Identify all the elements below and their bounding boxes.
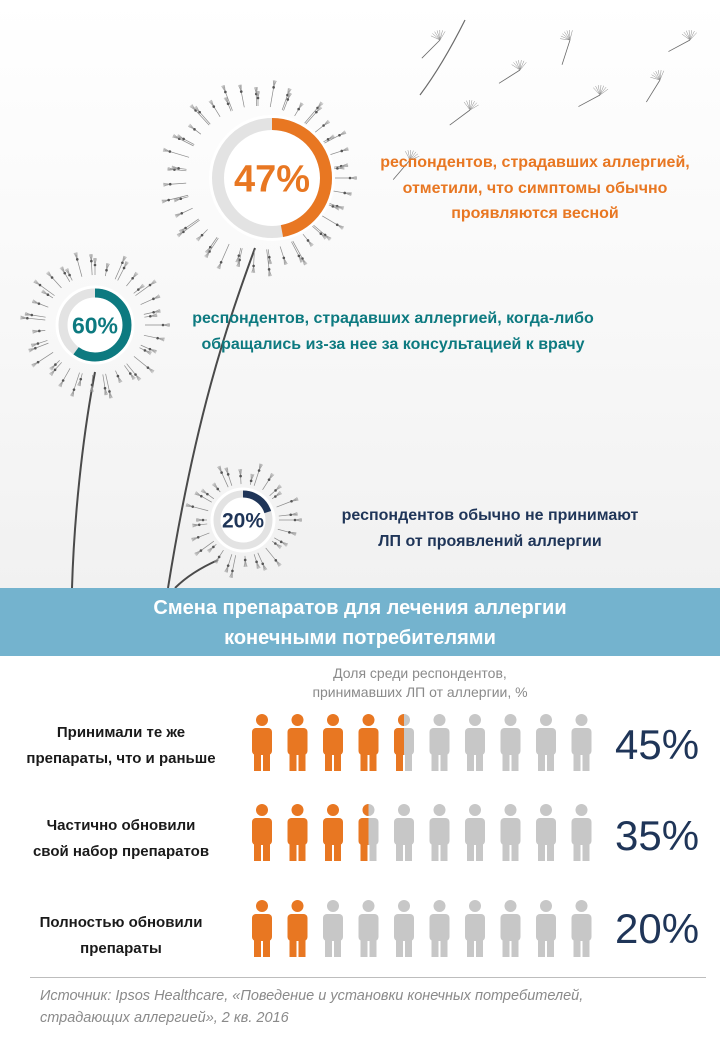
flying-seed-7 [392,150,420,180]
dandelion-illustration: 47% 60% 20% [20,19,697,588]
flying-seed-8 [560,29,573,65]
chart-subtitle-line-2: принимавших ЛП от аллергии, % [312,684,528,700]
seed-head-medium [20,252,170,399]
stem-medium [71,371,96,588]
stem-large [167,247,256,588]
donut-47: 47% [209,115,335,241]
donut-60-label: 60% [72,312,118,338]
row-label-2-line-2: свой набор препаратов [32,843,210,860]
stat-47-line-3: проявляются весной [451,205,619,223]
person-icon [287,804,308,861]
person-icon [429,714,450,771]
section-title-band: Смена препаратов для лечения аллергии ко… [0,588,720,656]
source-line-1: Источник: Ipsos Healthcare, «Поведение и… [40,988,584,1004]
person-icon [394,714,414,771]
person-icon [429,900,450,957]
row-label-1: Принимали те же препараты, что и раньше [6,720,236,772]
stat-47-line-1: респондентов, страдавших аллергией, [380,154,690,171]
person-icon [536,714,556,771]
person-icon [571,804,592,861]
divider [30,977,706,978]
person-icon [465,804,485,861]
person-icon [287,900,308,957]
donut-47-arc [212,118,332,238]
person-icon [536,804,556,861]
floating-stem [419,19,466,96]
person-icon [500,804,521,861]
person-icon [394,900,414,957]
stem-small [174,559,219,588]
donut-47-label: 47% [234,159,310,201]
source-note: Источник: Ipsos Healthcare, «Поведение и… [40,985,700,1029]
dandelion-area: 47% 60% 20% респондентов, страдавших аллер… [0,0,720,588]
section-title-line-1: Смена препаратов для лечения аллергии [153,597,567,619]
person-icon [252,714,272,771]
seed-head-small [185,463,302,578]
pictogram-row-2 [252,804,592,861]
flying-seed-4 [645,70,665,103]
person-icon [571,900,592,957]
person-icon [358,804,379,861]
stat-60-line-2: обращались из-за нее за консультацией к … [201,335,585,353]
row-label-3: Полностью обновили препараты [6,910,236,962]
stat-20-text: респондентов обычно не принимают ЛП от п… [300,503,680,554]
person-icon [465,714,485,771]
row-label-1-line-2: препараты, что и раньше [26,750,216,767]
donut-20: 20% [210,487,276,553]
flying-seed-6 [449,100,479,126]
chart-subtitle: Доля среди респондентов, принимавших ЛП … [250,664,590,702]
stat-47-line-2: отметили, что симптомы обычно [402,179,668,197]
flying-seed-5 [668,30,697,52]
person-icon [323,900,343,957]
row-label-2-line-1: Частично обновили [46,817,196,834]
row-value-3: 20% [615,905,700,952]
donut-20-arc [213,490,273,550]
person-icon [252,900,272,957]
person-icon [358,714,379,771]
source-line-2: страдающих аллергией», 2 кв. 2016 [40,1010,289,1026]
donut-60-arc [58,288,132,362]
person-icon [323,714,343,771]
flying-seed-1 [421,29,446,59]
row-label-2: Частично обновили свой набор препаратов [6,813,236,865]
chart-subtitle-line-1: Доля среди респондентов, [333,665,507,681]
stat-60-line-1: респондентов, страдавших аллергией, когд… [192,310,594,327]
pictogram-row-3 [252,900,592,957]
row-label-3-line-2: препараты [80,940,162,957]
donut-20-label: 20% [222,510,264,533]
person-icon [287,714,308,771]
person-icon [358,900,379,957]
seed-head-large [161,80,357,277]
row-label-3-line-1: Полностью обновили [39,914,203,931]
person-icon [429,804,450,861]
stat-60-text: респондентов, страдавших аллергией, когд… [148,306,638,357]
people-chart [252,714,592,957]
person-icon [465,900,485,957]
donut-60: 60% [55,285,135,365]
row-value-1: 45% [615,721,700,768]
person-icon [500,714,521,771]
flying-seed-3 [578,85,609,107]
stat-47-text: респондентов, страдавших аллергией, отме… [350,150,720,227]
section-title-line-2: конечными потребителями [224,627,496,649]
stat-20-line-1: респондентов обычно не принимают [341,507,639,524]
person-icon [323,804,343,861]
pictogram-row-1 [252,714,592,771]
person-icon [536,900,556,957]
person-icon [252,804,272,861]
row-label-1-line-1: Принимали те же [56,724,186,741]
person-icon [394,804,414,861]
person-icon [571,714,592,771]
stat-20-line-2: ЛП от проявлений аллергии [378,532,602,550]
flying-seed-2 [498,60,527,84]
row-value-2: 35% [615,812,700,859]
person-icon [500,900,521,957]
